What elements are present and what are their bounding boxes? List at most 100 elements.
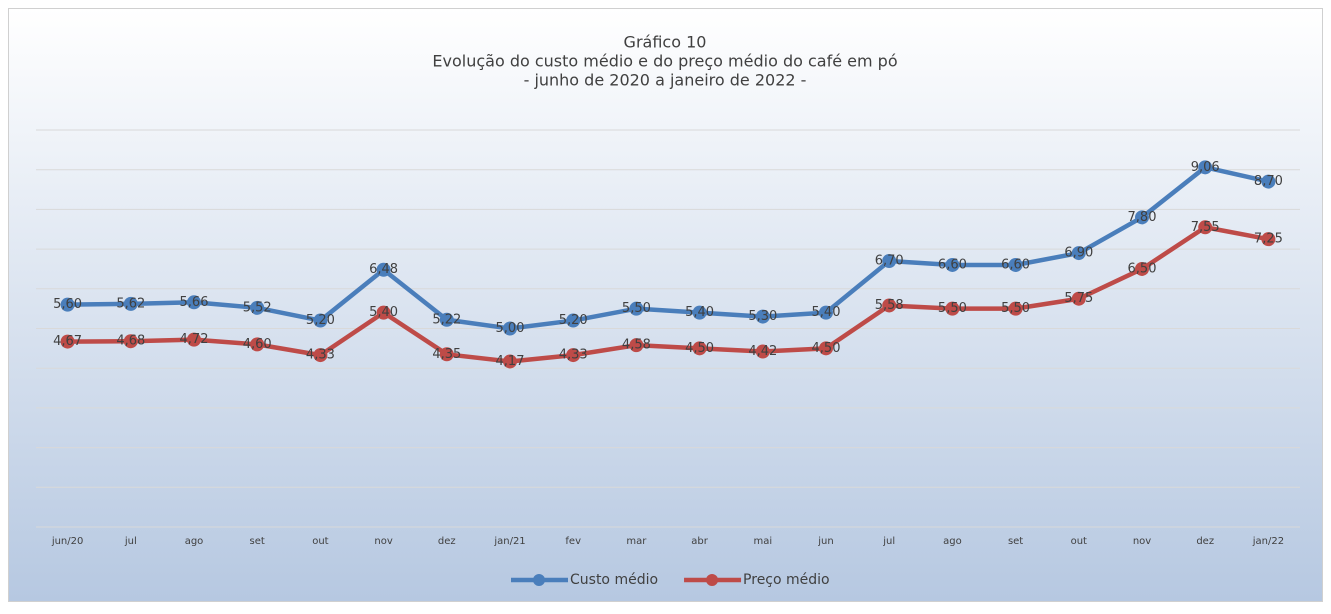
data-point <box>1198 160 1213 175</box>
chart-subtitle: Evolução do custo médio e do preço médio… <box>432 52 897 71</box>
data-point <box>819 341 833 356</box>
data-label: 5,20 <box>559 313 588 328</box>
data-label: 6,60 <box>938 257 967 272</box>
x-tick-label: ago <box>185 536 204 547</box>
data-label: 5,50 <box>1001 301 1030 316</box>
data-label: 5,00 <box>496 321 525 336</box>
data-label: 4,50 <box>685 341 714 356</box>
data-point <box>1135 210 1149 225</box>
data-label: 6,90 <box>1064 246 1093 261</box>
data-point <box>250 337 265 352</box>
x-tick-label: out <box>1071 536 1087 547</box>
x-tick-label: jan/21 <box>493 536 525 547</box>
x-tick-label: jul <box>882 536 895 547</box>
data-point <box>1071 246 1086 261</box>
data-point <box>755 344 770 359</box>
data-point <box>629 301 644 316</box>
x-tick-label: jun <box>817 536 833 547</box>
data-point <box>123 296 138 311</box>
chart-subtitle: - junho de 2020 a janeiro de 2022 - <box>524 71 807 90</box>
data-label: 5,62 <box>116 296 145 311</box>
data-label: 4,42 <box>748 344 777 359</box>
data-point <box>376 305 391 320</box>
data-label: 5,22 <box>432 312 461 327</box>
legend-marker <box>706 574 719 586</box>
x-tick-label: ago <box>943 536 962 547</box>
data-label: 5,66 <box>180 295 209 310</box>
data-point <box>376 262 391 277</box>
data-point <box>1071 291 1086 306</box>
data-label: 5,58 <box>875 298 904 313</box>
data-point <box>313 313 328 328</box>
data-label: 6,60 <box>1001 257 1030 272</box>
data-point <box>439 347 454 362</box>
data-point <box>692 305 707 320</box>
data-label: 7,25 <box>1254 232 1283 247</box>
data-label: 5,75 <box>1064 291 1093 306</box>
data-point <box>755 309 770 324</box>
data-point <box>566 348 581 363</box>
data-point <box>1008 301 1023 316</box>
data-point <box>187 332 201 347</box>
x-tick-label: abr <box>691 536 708 547</box>
series-line <box>67 225 1269 364</box>
data-point <box>945 301 960 316</box>
data-label: 4,58 <box>622 338 651 353</box>
legend-marker <box>533 574 545 586</box>
data-label: 5,60 <box>53 297 82 312</box>
data-label: 7,80 <box>1128 210 1157 225</box>
x-tick-label: jul <box>124 536 137 547</box>
x-tick-label: jan/22 <box>1252 536 1284 547</box>
legend-label: Preço médio <box>743 572 830 588</box>
data-point <box>60 334 75 349</box>
data-label: 8,70 <box>1254 174 1283 189</box>
data-label: 4,33 <box>559 348 588 363</box>
x-tick-label: fev <box>565 536 581 547</box>
data-point <box>187 295 201 310</box>
data-label: 6,70 <box>875 254 904 269</box>
data-label: 4,68 <box>116 334 145 349</box>
data-point <box>566 313 581 328</box>
data-label: 9,06 <box>1191 160 1220 175</box>
data-point <box>123 334 138 349</box>
x-tick-label: dez <box>1196 536 1214 547</box>
data-point <box>882 298 897 313</box>
data-label: 4,17 <box>496 354 525 369</box>
data-label: 6,50 <box>1128 261 1157 276</box>
data-point <box>60 297 75 312</box>
data-label: 5,20 <box>306 313 335 328</box>
data-label: 5,30 <box>748 309 777 324</box>
data-point <box>1198 220 1213 235</box>
data-point <box>1261 232 1276 247</box>
data-label: 4,33 <box>306 348 335 363</box>
data-label: 4,35 <box>432 347 461 362</box>
data-label: 4,60 <box>243 337 272 352</box>
data-label: 5,40 <box>685 305 714 320</box>
data-point <box>503 321 517 336</box>
x-tick-label: nov <box>1133 536 1151 547</box>
x-tick-label: set <box>1008 536 1023 547</box>
data-label: 5,40 <box>369 305 398 320</box>
x-tick-label: nov <box>374 536 392 547</box>
data-point <box>503 354 517 369</box>
data-point <box>882 254 897 269</box>
x-tick-label: dez <box>438 536 456 547</box>
data-point <box>1008 257 1023 272</box>
data-point <box>945 257 960 272</box>
x-tick-label: jun/20 <box>51 536 84 547</box>
data-label: 5,50 <box>938 301 967 316</box>
data-point <box>819 305 833 320</box>
data-point <box>1261 174 1276 189</box>
data-label: 5,40 <box>812 305 841 320</box>
data-point <box>250 300 265 315</box>
data-point <box>629 338 644 353</box>
data-point <box>313 348 328 363</box>
data-label: 4,67 <box>53 334 82 349</box>
legend-label: Custo médio <box>570 572 658 588</box>
chart-title: Gráfico 10 <box>624 33 707 52</box>
data-label: 7,55 <box>1191 220 1220 235</box>
data-point <box>1135 261 1149 276</box>
data-label: 5,50 <box>622 301 651 316</box>
x-tick-label: out <box>312 536 328 547</box>
